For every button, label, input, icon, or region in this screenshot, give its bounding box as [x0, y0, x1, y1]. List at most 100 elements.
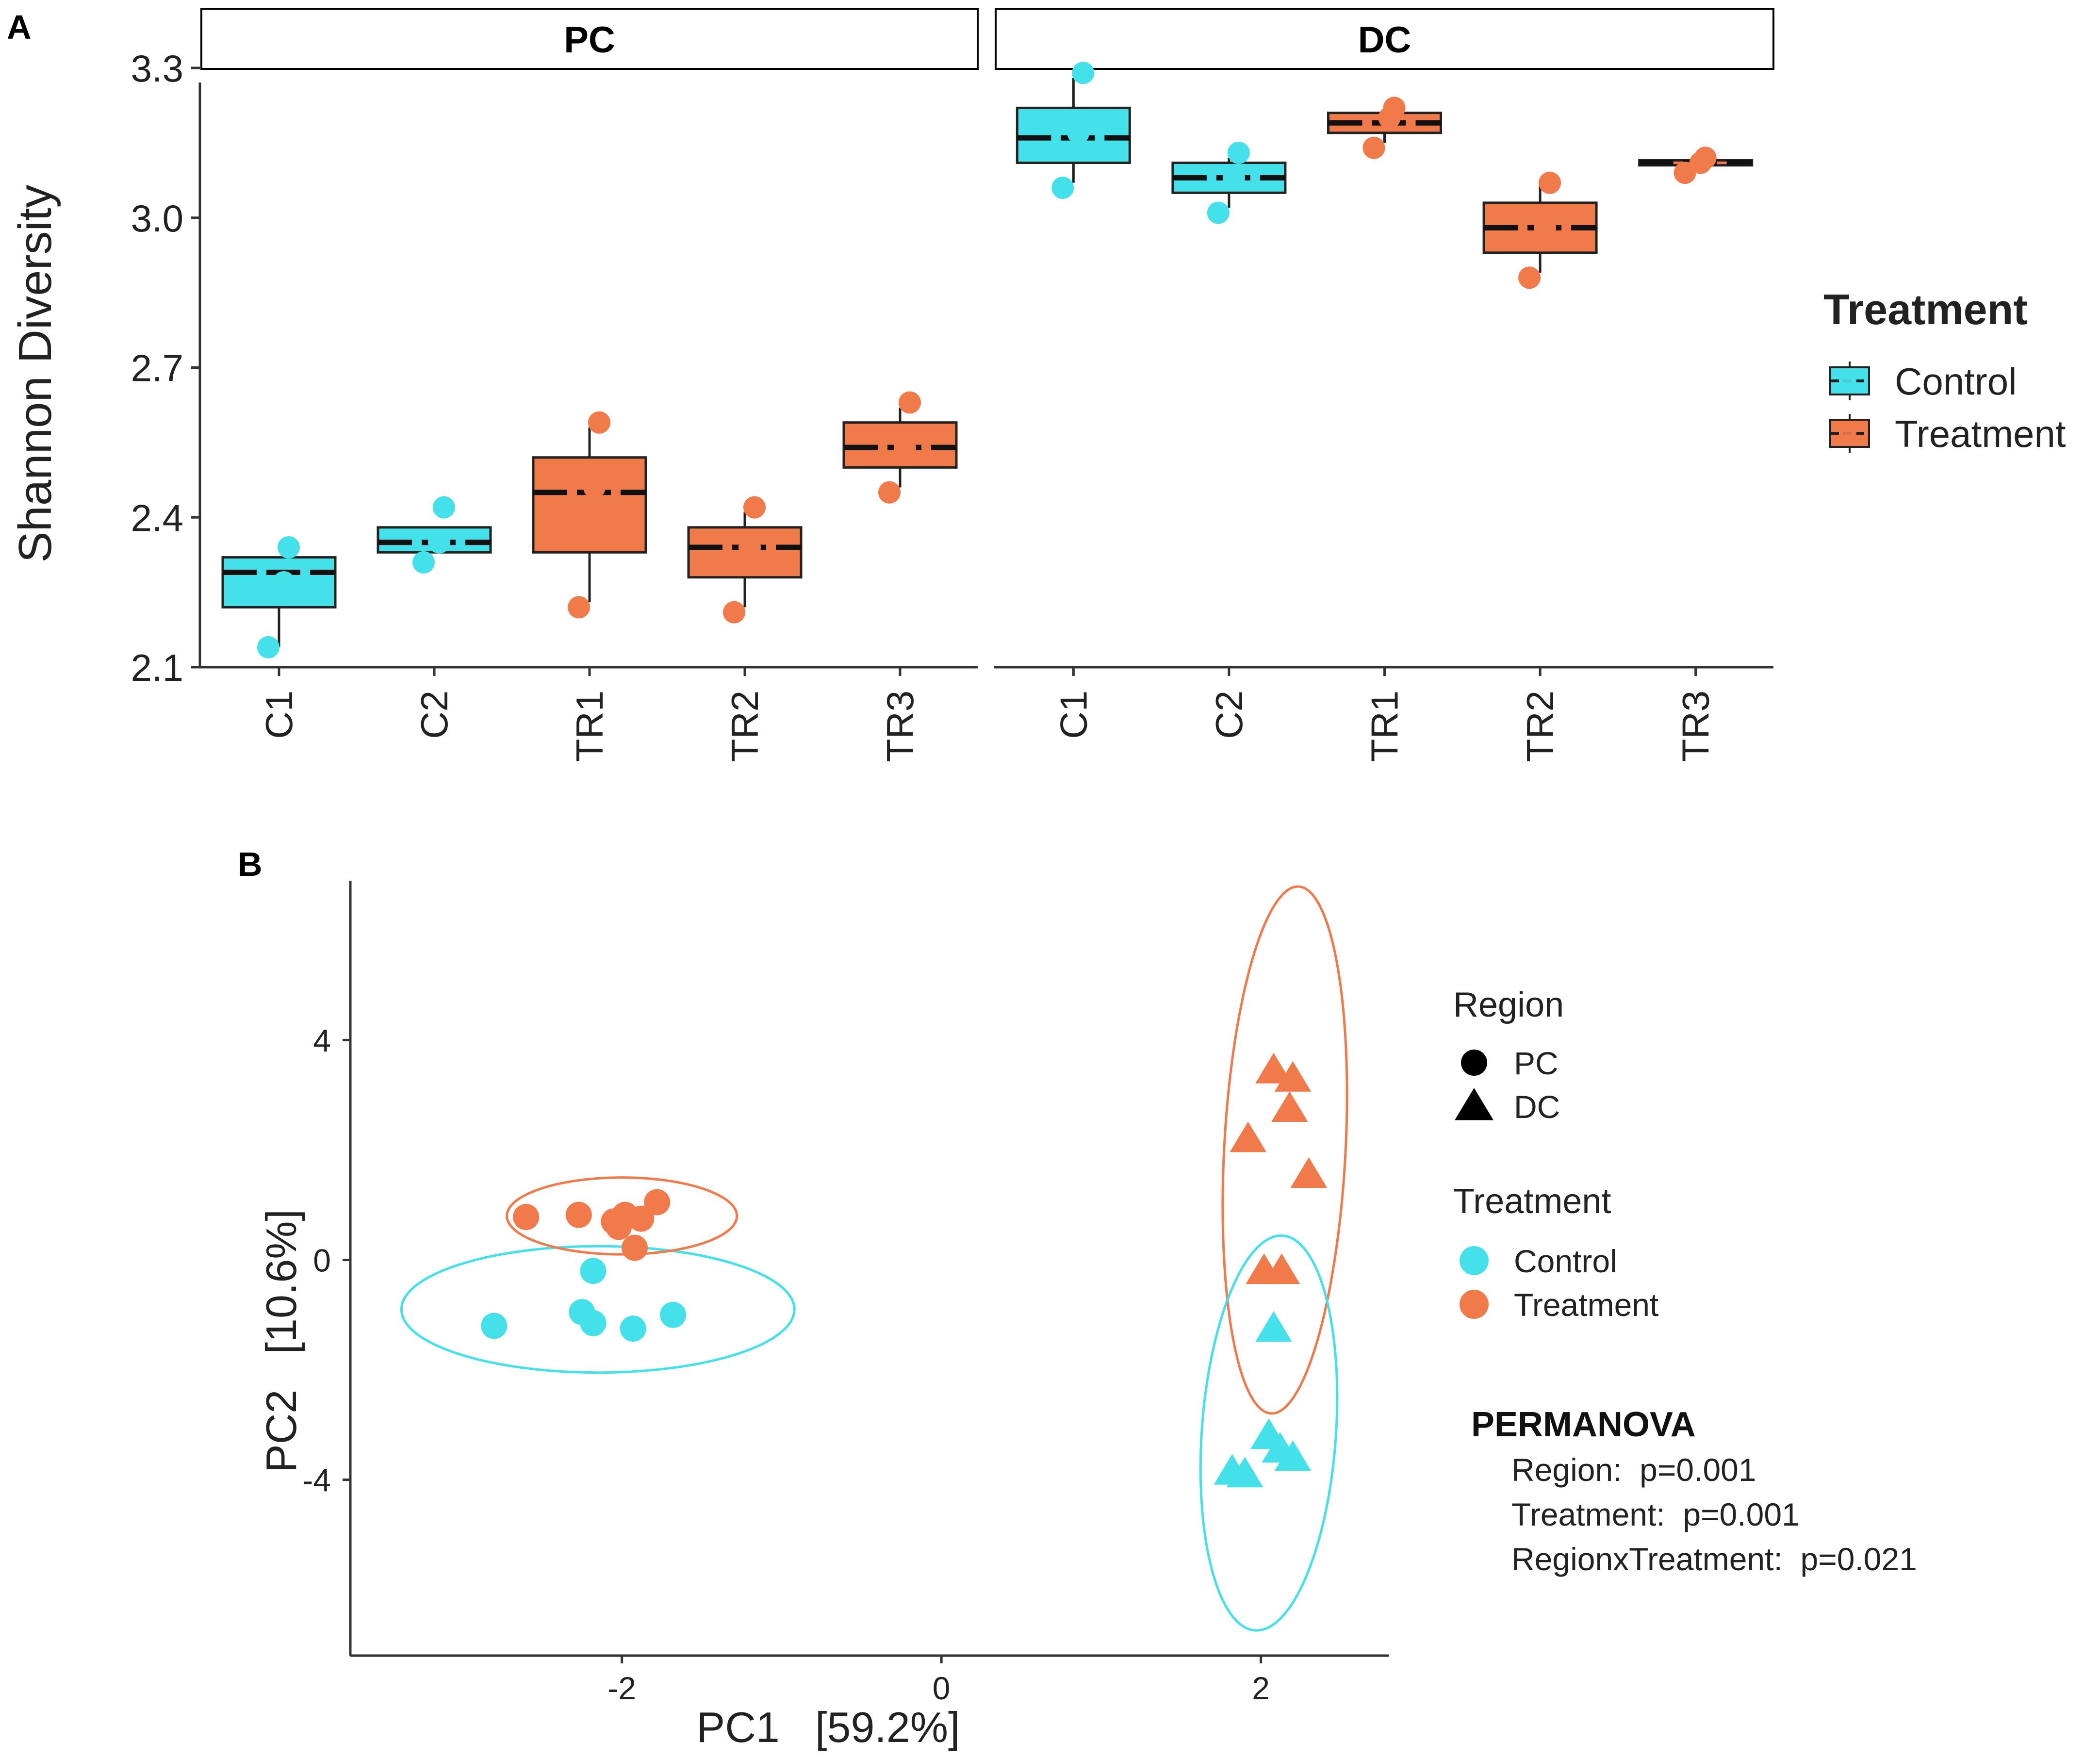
data-point	[278, 536, 300, 559]
confidence-ellipse	[1199, 1234, 1339, 1632]
legend-title: Treatment	[1823, 285, 2028, 333]
scatter-point-circle	[565, 1201, 592, 1228]
legend-key-triangle	[1455, 1088, 1493, 1120]
panel-a-box-plot: A Shannon Diversity 2.1 2.4 2.7 3.0 3.3 PC C1 C…	[7, 8, 2066, 762]
x-tick-label: TR1	[1363, 690, 1406, 762]
x-tick-label: C2	[1208, 690, 1250, 739]
permanova-line: Region: p=0.001	[1511, 1452, 1756, 1488]
facet-strip	[995, 8, 1774, 70]
scatter-point-triangle	[1271, 1091, 1308, 1122]
y-tick-label: -4	[302, 1462, 331, 1498]
data-point	[433, 496, 455, 519]
data-point	[1534, 216, 1557, 239]
scatter-point-triangle	[1274, 1440, 1312, 1471]
legend-key-point	[1843, 427, 1856, 440]
data-point	[899, 391, 921, 414]
x-tick-label: -2	[607, 1670, 636, 1706]
scatter-point-circle	[620, 1315, 646, 1342]
data-point	[588, 411, 610, 434]
scatter-point-circle	[660, 1301, 687, 1328]
panel-a-label: A	[7, 8, 32, 46]
data-point	[1518, 266, 1541, 289]
panel-b-label: B	[238, 845, 262, 883]
facet-strip	[200, 8, 979, 70]
x-tick-label: TR3	[1674, 690, 1717, 762]
y-tick-label: 3.0	[131, 197, 183, 240]
data-point	[1051, 177, 1074, 199]
permanova-line: RegionxTreatment: p=0.021	[1511, 1541, 1917, 1577]
scatter-point-triangle	[1230, 1121, 1267, 1152]
data-point	[257, 636, 279, 658]
y-tick-label: 2.1	[131, 646, 183, 689]
data-point	[894, 436, 916, 459]
panel-b-pca-plot: B 4 0 -4 -2 0 2 PC1 [59.2%] PC2 [10.6%] Region PC…	[238, 845, 1917, 1751]
scatter-point-circle	[628, 1205, 655, 1232]
x-tick-label: TR2	[723, 690, 766, 762]
legend-key-circle	[1460, 1246, 1489, 1275]
legend-label: Control	[1895, 360, 2017, 403]
x-tick-label: TR3	[879, 690, 921, 762]
scatter-point-circle	[606, 1214, 632, 1240]
permanova-line: Treatment: p=0.001	[1511, 1496, 1800, 1532]
data-point	[568, 596, 590, 619]
legend-region-title: Region	[1453, 986, 1564, 1024]
y-tick-label: 2.7	[131, 347, 183, 390]
data-point	[1227, 141, 1250, 164]
legend-treatment-label: Treatment	[1514, 1287, 1658, 1323]
legend-key-circle	[1461, 1050, 1487, 1076]
scatter-point-circle	[644, 1189, 671, 1216]
data-point	[428, 531, 450, 554]
scatter-point-circle	[513, 1204, 540, 1231]
scatter-point-circle	[580, 1258, 607, 1284]
y-tick-label: 3.3	[131, 47, 183, 90]
scatter-point-triangle	[1255, 1052, 1292, 1084]
data-point	[1694, 147, 1717, 169]
panel-b-x-axis-label: PC1 [59.2%]	[697, 1703, 960, 1751]
y-tick-label: 4	[313, 1022, 331, 1058]
data-point	[738, 536, 761, 559]
x-tick-label: C2	[413, 690, 456, 739]
confidence-ellipse	[506, 1176, 738, 1256]
panel-a-y-axis-label: Shannon Diversity	[9, 184, 61, 562]
facet-strip-label: DC	[1358, 19, 1411, 61]
scatter-point-triangle	[1255, 1311, 1292, 1342]
scatter-point-triangle	[1290, 1157, 1328, 1188]
scatter-point-triangle	[1274, 1061, 1312, 1092]
scatter-point-triangle	[1226, 1457, 1263, 1488]
x-tick-label: 0	[933, 1670, 951, 1706]
data-point	[743, 496, 766, 519]
data-point	[273, 571, 295, 594]
x-tick-label: C1	[1052, 690, 1095, 739]
x-tick-label: TR2	[1519, 690, 1561, 762]
legend-key-circle	[1460, 1290, 1489, 1319]
data-point	[878, 481, 901, 504]
data-point	[412, 551, 435, 574]
scatter-point-circle	[622, 1234, 648, 1261]
data-point	[1067, 121, 1090, 144]
facet-strip-label: PC	[564, 19, 615, 61]
x-tick-label: 2	[1252, 1670, 1270, 1706]
legend-treatment-label: Control	[1514, 1243, 1617, 1279]
legend-region-label: DC	[1514, 1089, 1560, 1125]
y-tick-label: 0	[313, 1243, 331, 1279]
legend-treatment-title: Treatment	[1453, 1182, 1611, 1221]
legend-label: Treatment	[1895, 412, 2066, 455]
data-point	[1539, 171, 1561, 194]
scatter-point-circle	[580, 1310, 607, 1336]
data-point	[1207, 201, 1230, 224]
scatter-point-circle	[481, 1313, 508, 1339]
panel-b-y-axis-label: PC2 [10.6%]	[257, 1209, 305, 1473]
x-tick-label: C1	[258, 690, 300, 739]
data-point	[583, 476, 606, 499]
permanova-title: PERMANOVA	[1471, 1405, 1696, 1444]
y-tick-label: 2.4	[131, 496, 183, 539]
data-point	[1222, 166, 1245, 189]
legend-key-point	[1843, 374, 1856, 388]
confidence-ellipse	[1221, 885, 1348, 1415]
data-point	[1383, 97, 1406, 119]
data-point	[723, 601, 745, 624]
box-body	[532, 456, 647, 554]
x-tick-label: TR1	[568, 690, 611, 762]
confidence-ellipse	[400, 1245, 796, 1374]
